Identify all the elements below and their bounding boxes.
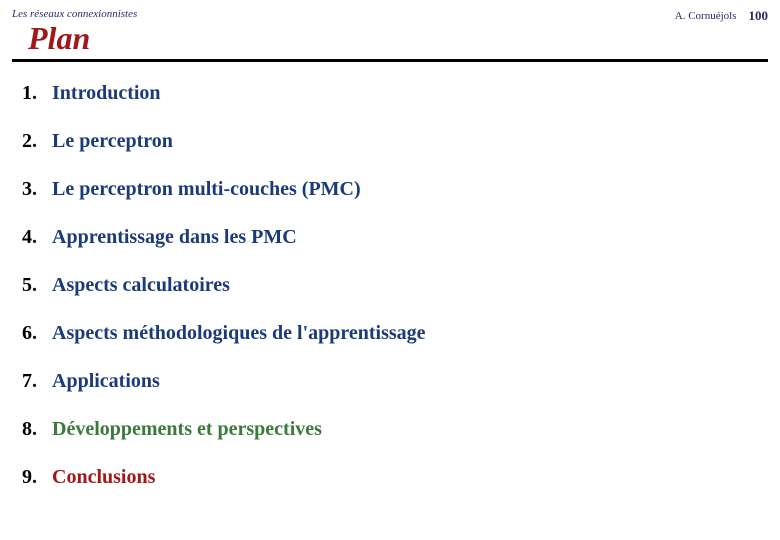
plan-list: 1. Introduction 2. Le perceptron 3. Le p… (0, 62, 780, 489)
list-item: 9. Conclusions (22, 466, 758, 489)
header-subject: Les réseaux connexionnistes (12, 8, 137, 20)
list-item: 8. Développements et perspectives (22, 418, 758, 441)
item-number: 8. (22, 418, 52, 441)
item-label: Le perceptron (52, 130, 173, 153)
list-item: 3. Le perceptron multi-couches (PMC) (22, 178, 758, 201)
item-label: Le perceptron multi-couches (PMC) (52, 178, 361, 201)
item-number: 6. (22, 322, 52, 345)
list-item: 4. Apprentissage dans les PMC (22, 226, 758, 249)
list-item: 2. Le perceptron (22, 130, 758, 153)
slide-title: Plan (0, 20, 780, 57)
item-label: Aspects calculatoires (52, 274, 230, 297)
item-number: 4. (22, 226, 52, 249)
header-author: A. Cornuéjols (675, 10, 737, 22)
item-label: Conclusions (52, 466, 155, 489)
item-number: 3. (22, 178, 52, 201)
list-item: 6. Aspects méthodologiques de l'apprenti… (22, 322, 758, 345)
item-label: Développements et perspectives (52, 418, 322, 441)
item-number: 9. (22, 466, 52, 489)
item-label: Applications (52, 370, 160, 393)
page-number: 100 (749, 8, 769, 24)
item-number: 5. (22, 274, 52, 297)
item-label: Apprentissage dans les PMC (52, 226, 297, 249)
item-number: 7. (22, 370, 52, 393)
item-number: 2. (22, 130, 52, 153)
list-item: 5. Aspects calculatoires (22, 274, 758, 297)
header-right: A. Cornuéjols 100 (675, 8, 768, 24)
list-item: 7. Applications (22, 370, 758, 393)
item-label: Introduction (52, 82, 161, 105)
item-label: Aspects méthodologiques de l'apprentissa… (52, 322, 426, 345)
list-item: 1. Introduction (22, 82, 758, 105)
item-number: 1. (22, 82, 52, 105)
